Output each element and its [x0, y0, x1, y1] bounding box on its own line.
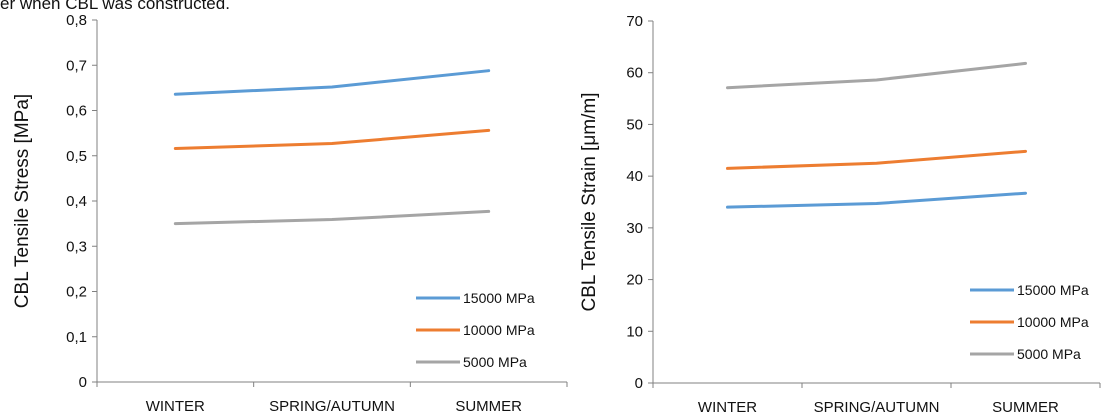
legend-label: 5000 MPa [463, 354, 527, 370]
y-tick-label: 50 [626, 116, 643, 133]
y-tick-label: 0 [635, 375, 643, 392]
x-category-label: SUMMER [455, 398, 522, 415]
y-axis-title: CBL Tensile Stress [MPa] [12, 94, 33, 308]
y-tick-label: 0,3 [66, 238, 87, 255]
y-tick-label: 0,2 [66, 284, 87, 301]
x-category-label: WINTER [146, 398, 205, 415]
series-line-5000-mpa [728, 63, 1026, 87]
series-line-15000-mpa [175, 71, 488, 95]
series-line-5000-mpa [175, 211, 488, 223]
y-tick-label: 0,8 [66, 12, 87, 29]
y-tick-label: 0,1 [66, 329, 87, 346]
legend-label: 15000 MPa [1017, 282, 1089, 298]
y-tick-label: 60 [626, 65, 643, 82]
x-category-label: SPRING/AUTUMN [269, 398, 395, 415]
series-line-15000-mpa [728, 193, 1026, 207]
series-line-10000-mpa [175, 130, 488, 148]
legend-label: 10000 MPa [1017, 314, 1089, 330]
legend-label: 15000 MPa [463, 290, 535, 306]
y-tick-label: 40 [626, 168, 643, 185]
y-tick-label: 0,6 [66, 103, 87, 120]
x-category-label: SPRING/AUTUMN [814, 399, 940, 416]
legend-label: 10000 MPa [463, 322, 535, 338]
y-axis-title: CBL Tensile Strain [μm/m] [579, 93, 600, 312]
y-tick-label: 0,5 [66, 148, 87, 165]
y-tick-label: 20 [626, 272, 643, 289]
legend-label: 5000 MPa [1017, 346, 1081, 362]
y-tick-label: 30 [626, 220, 643, 237]
y-tick-label: 0 [79, 374, 87, 391]
y-tick-label: 0,7 [66, 57, 87, 74]
y-tick-label: 0,4 [66, 193, 87, 210]
series-line-10000-mpa [728, 151, 1026, 168]
y-tick-label: 70 [626, 13, 643, 30]
x-category-label: WINTER [698, 399, 757, 416]
x-category-label: SUMMER [992, 399, 1059, 416]
chart-2: 0 10 20 30 40 50 60 70 WINTER SPRING/AUTUMN SUMMER… [579, 13, 1100, 416]
y-tick-label: 10 [626, 323, 643, 340]
chart-1: 0 0,1 0,2 0,3 0,4 0,5 0,6 0,7 0,8 WINTER SPRING/AU… [12, 12, 567, 415]
